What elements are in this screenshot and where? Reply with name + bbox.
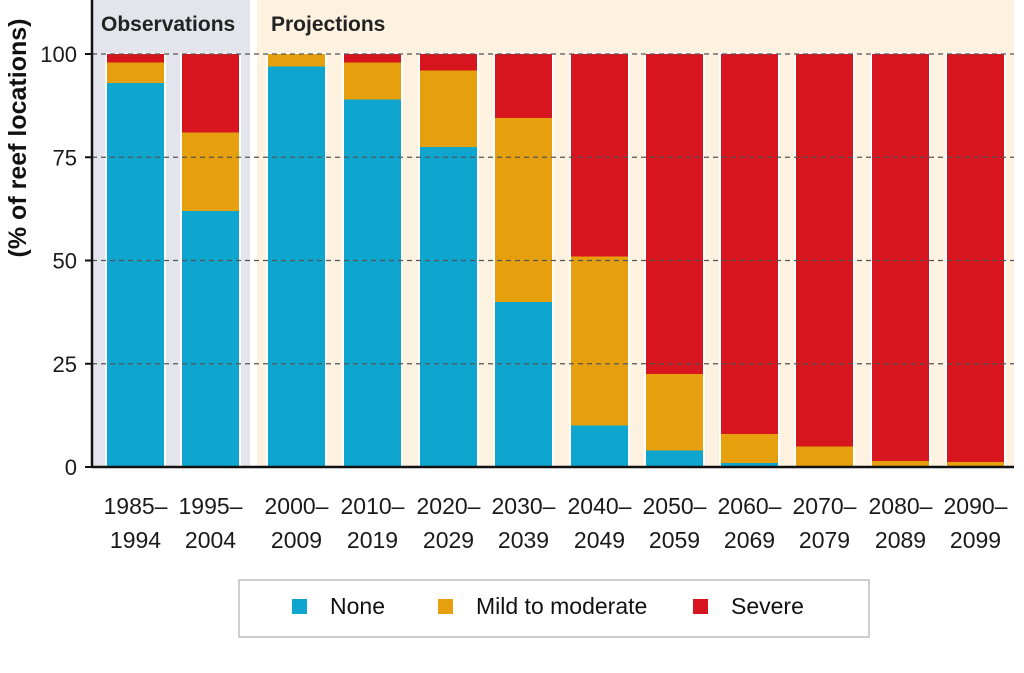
bar-segment-mild-to-moderate xyxy=(872,460,929,467)
legend-label-severe: Severe xyxy=(731,593,804,619)
x-category-label-line1: 2050– xyxy=(643,493,707,519)
y-tick-label: 75 xyxy=(53,145,77,170)
legend-swatch-none xyxy=(292,599,307,614)
bar-segment-severe xyxy=(646,54,703,375)
x-category-label-line1: 2060– xyxy=(718,493,782,519)
x-category-label-line2: 1994 xyxy=(110,527,161,553)
x-category-label-line1: 1985– xyxy=(104,493,168,519)
bar-segment-mild-to-moderate xyxy=(646,374,703,451)
x-category-label-line1: 2020– xyxy=(417,493,481,519)
y-tick-labels: 0 25 50 75 100 xyxy=(40,42,77,480)
x-category-label-line2: 2039 xyxy=(498,527,549,553)
x-category-label-line2: 2009 xyxy=(271,527,322,553)
y-tick-label: 100 xyxy=(40,42,77,67)
x-category-label-line2: 2069 xyxy=(724,527,775,553)
bar-segment-mild-to-moderate xyxy=(495,118,552,302)
legend-box xyxy=(238,579,870,638)
bar-segment-none xyxy=(268,66,325,467)
y-axis-label: (% of reef locations) xyxy=(4,19,32,258)
y-tick-label: 0 xyxy=(65,455,77,480)
panel-label-projections: Projections xyxy=(271,13,385,36)
x-category-label-line2: 2029 xyxy=(423,527,474,553)
x-category-label-line1: 2070– xyxy=(793,493,857,519)
legend-label-mild-to-moderate: Mild to moderate xyxy=(476,593,647,619)
x-category-label-line1: 2030– xyxy=(492,493,556,519)
x-category-label-line1: 2040– xyxy=(568,493,632,519)
axes xyxy=(85,0,1014,469)
bar-segment-mild-to-moderate xyxy=(571,256,628,426)
bar-segment-none xyxy=(571,425,628,467)
bar-segment-mild-to-moderate xyxy=(947,462,1004,467)
y-tick-label: 25 xyxy=(53,352,77,377)
y-tick-label: 50 xyxy=(53,249,77,274)
bar-segment-mild-to-moderate xyxy=(107,62,164,83)
bar-segment-mild-to-moderate xyxy=(344,62,401,100)
x-category-label-line1: 2080– xyxy=(869,493,933,519)
x-category-label-line2: 2049 xyxy=(574,527,625,553)
x-category-labels: 1985– 1994 1995– 2004 2000– 2009 2010– 2019 2020… xyxy=(104,493,1008,553)
bar-segment-severe xyxy=(344,54,401,63)
bar-segment-none xyxy=(721,462,778,467)
legend-swatch-severe xyxy=(693,599,708,614)
x-category-label-line2: 2004 xyxy=(185,527,236,553)
bar-segment-none xyxy=(646,450,703,467)
x-category-label-line1: 1995– xyxy=(179,493,243,519)
bar-segment-severe xyxy=(495,54,552,119)
legend-label-none: None xyxy=(330,593,385,619)
bar-segment-none xyxy=(344,99,401,468)
legend-swatch-mild-to-moderate xyxy=(438,599,453,614)
bar-segment-mild-to-moderate xyxy=(420,70,477,147)
gridlines xyxy=(92,53,1014,365)
bar-segment-none xyxy=(420,146,477,468)
bar-segment-mild-to-moderate xyxy=(721,433,778,463)
bar-segment-severe xyxy=(872,54,929,461)
bar-segment-severe xyxy=(107,54,164,63)
bar-segment-severe xyxy=(182,54,239,133)
bar-group xyxy=(105,53,1006,468)
x-category-label-line1: 2090– xyxy=(944,493,1008,519)
bar-segment-mild-to-moderate xyxy=(268,54,325,67)
bar-segment-severe xyxy=(796,54,853,447)
bar-segment-none xyxy=(495,301,552,467)
x-category-label-line2: 2059 xyxy=(649,527,700,553)
bar-segment-none xyxy=(107,82,164,467)
bar-segment-mild-to-moderate xyxy=(182,132,239,211)
bar-segment-mild-to-moderate xyxy=(796,446,853,467)
x-category-label-line1: 2000– xyxy=(265,493,329,519)
panel-label-observations: Observations xyxy=(101,13,235,36)
bar-segment-severe xyxy=(947,54,1004,463)
legend: None Mild to moderate Severe xyxy=(238,579,870,638)
bar-segment-severe xyxy=(721,54,778,434)
bar-segment-severe xyxy=(571,54,628,257)
x-category-label-line2: 2099 xyxy=(950,527,1001,553)
x-category-label-line1: 2010– xyxy=(341,493,405,519)
bar-segment-none xyxy=(182,210,239,467)
x-category-label-line2: 2089 xyxy=(875,527,926,553)
x-category-label-line2: 2079 xyxy=(799,527,850,553)
bar-segment-severe xyxy=(420,54,477,71)
panel-labels: Observations Projections xyxy=(101,13,385,36)
x-category-label-line2: 2019 xyxy=(347,527,398,553)
